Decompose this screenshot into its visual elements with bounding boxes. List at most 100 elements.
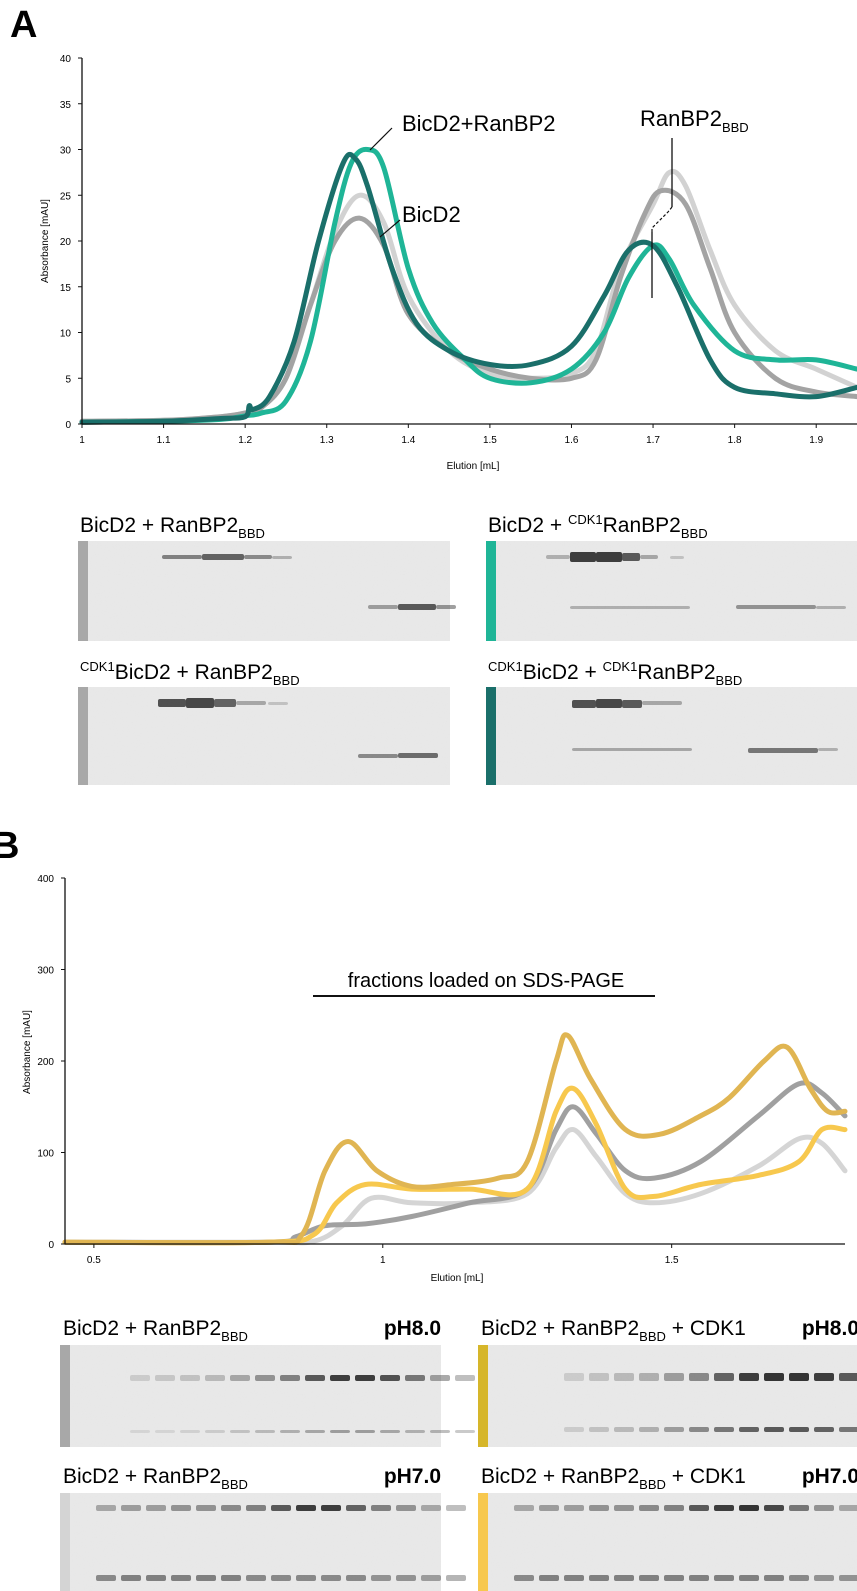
gel-band (814, 1427, 834, 1432)
chart-a-x-tick-label: 1.9 (809, 435, 823, 446)
chart-b-ticks: 0.5 1 1.5 0 100 200 300 400 (37, 874, 679, 1266)
gel-band (368, 605, 398, 609)
gel-band (221, 1575, 241, 1581)
gel-band (589, 1427, 609, 1432)
chart-a-x-tick-label: 1.6 (565, 435, 579, 446)
panel-a-gels: BicD2 + RanBP2BBD BicD2 + CDK1RanBP2BBD CD… (78, 512, 857, 785)
gel-band (296, 1505, 316, 1511)
gel-b-label-1: BicD2 + RanBP2BBD (63, 1317, 248, 1344)
gel-band (121, 1575, 141, 1581)
gel-band (589, 1505, 609, 1511)
gel-band (255, 1430, 275, 1433)
gel-color-marker (486, 687, 496, 785)
gel-band (246, 1505, 266, 1511)
gel-band (639, 1575, 659, 1581)
gel-band (622, 700, 642, 708)
gel-band (321, 1575, 341, 1581)
gel-band (564, 1505, 584, 1511)
gel-band (346, 1505, 366, 1511)
gel-band (539, 1575, 559, 1581)
chart-b-x-tick-label: 0.5 (87, 1255, 101, 1266)
gel-band (121, 1505, 141, 1511)
gel-band (736, 605, 816, 609)
panel-b-gels: BicD2 + RanBP2BBD pH8.0 BicD2 + RanBP2BBD … (60, 1317, 857, 1591)
gel-band (96, 1505, 116, 1511)
chart-b-y-tick-label: 300 (37, 966, 54, 977)
gel-a-image-2 (486, 541, 857, 641)
gel-band (405, 1375, 425, 1381)
gel-band (155, 1430, 175, 1433)
gel-band (614, 1427, 634, 1432)
annotation-leader-ranbp2-dashed (651, 206, 673, 232)
gel-band (664, 1427, 684, 1432)
gel-band (96, 1575, 116, 1581)
gel-band (839, 1427, 857, 1432)
gel-band (255, 1375, 275, 1381)
gel-b-label-4: BicD2 + RanBP2BBD + CDK1 (481, 1465, 746, 1492)
chart-a-x-tick-label: 1.3 (320, 435, 334, 446)
gel-band (622, 553, 640, 561)
gel-band (230, 1375, 250, 1381)
gel-band (739, 1427, 759, 1432)
annotation-leader-ranbp2 (651, 138, 673, 298)
chart-a-ticks: 1 1.1 1.2 1.3 1.4 1.5 1.6 1.7 1.8 1.9 0 5 10 15 20 25 30… (60, 54, 824, 446)
chart-a-x-tick-label: 1 (79, 435, 85, 446)
gel-band (186, 698, 214, 708)
gel-band (346, 1575, 366, 1581)
chart-b-x-label: Elution [mL] (431, 1273, 484, 1284)
gel-band (430, 1375, 450, 1381)
gel-band (246, 1575, 266, 1581)
gel-band (180, 1430, 200, 1433)
gel-band (355, 1375, 375, 1381)
chart-b: fractions loaded on SDS-PAGE 0.5 1 1.5 0 100… (22, 874, 848, 1284)
gel-color-marker (60, 1345, 70, 1447)
chart-a-series-line-3 (79, 146, 857, 425)
gel-band (572, 748, 692, 751)
gel-a-image-3 (78, 687, 450, 785)
gel-band (814, 1505, 834, 1511)
chart-a-series-line-4 (79, 151, 857, 425)
gel-color-marker (60, 1493, 70, 1591)
gel-band (664, 1575, 684, 1581)
gel-band (130, 1430, 150, 1433)
gel-band (816, 606, 846, 609)
gel-band (664, 1373, 684, 1381)
gel-b-ph-label-3: pH7.0 (384, 1465, 441, 1488)
gel-band (155, 1375, 175, 1381)
panel-b-letter: B (0, 825, 19, 867)
gel-band (614, 1505, 634, 1511)
gel-band (572, 700, 596, 708)
gel-band (839, 1373, 857, 1381)
chart-a-series-line-2 (79, 187, 857, 424)
gel-band (146, 1505, 166, 1511)
gel-b-image-3 (60, 1493, 466, 1591)
annotation-leader-bicd2 (379, 219, 401, 238)
gel-band (789, 1505, 809, 1511)
gel-band (814, 1575, 834, 1581)
gel-band (596, 699, 622, 708)
gel-band (236, 701, 266, 705)
gel-band (446, 1575, 466, 1581)
gel-b-label-3: BicD2 + RanBP2BBD (63, 1465, 248, 1492)
gel-band (271, 1505, 291, 1511)
gel-a-label-1: BicD2 + RanBP2BBD (80, 514, 265, 541)
gel-band (764, 1427, 784, 1432)
gel-b-ph-label-1: pH8.0 (384, 1317, 441, 1340)
gel-band (280, 1430, 300, 1433)
gel-b-ph-label-2: pH8.0 (802, 1317, 857, 1340)
gel-band (714, 1575, 734, 1581)
gel-band (664, 1505, 684, 1511)
gel-band (589, 1373, 609, 1381)
gel-band (196, 1575, 216, 1581)
gel-band (589, 1575, 609, 1581)
gel-band (839, 1575, 857, 1581)
gel-band (330, 1430, 350, 1433)
gel-a-label-4: CDK1BicD2 + CDK1RanBP2BBD (488, 659, 742, 688)
gel-band (196, 1505, 216, 1511)
gel-band (818, 748, 838, 751)
chart-a-y-tick-label: 10 (60, 329, 72, 340)
gel-band (739, 1575, 759, 1581)
gel-band (180, 1375, 200, 1381)
chart-a-x-tick-label: 1.8 (728, 435, 742, 446)
chart-b-series-line-2 (62, 1080, 848, 1246)
